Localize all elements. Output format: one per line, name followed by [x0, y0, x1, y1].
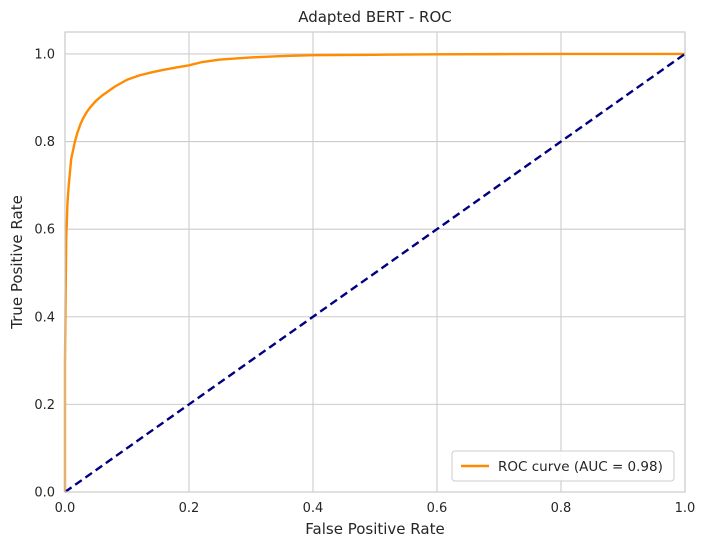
y-axis-title: True Positive Rate: [8, 195, 26, 330]
x-tick-label: 0.8: [551, 501, 572, 516]
x-tick-label: 0.4: [303, 501, 324, 516]
y-tick-label: 0.6: [34, 223, 55, 238]
y-tick-label: 0.0: [34, 486, 55, 501]
series-lines: [63, 52, 686, 493]
chance-diagonal-line: [64, 52, 686, 493]
legend: ROC curve (AUC = 0.98): [451, 450, 675, 482]
x-tick-label: 0.2: [179, 501, 200, 516]
y-tick-label: 0.4: [34, 310, 55, 325]
roc-curve-line: [63, 52, 685, 492]
legend-label: ROC curve (AUC = 0.98): [498, 459, 663, 475]
y-tick-label: 0.8: [34, 135, 55, 150]
x-tick-label: 1.0: [675, 501, 696, 516]
chart-title: Adapted BERT - ROC: [298, 8, 452, 26]
x-tick-label: 0.0: [55, 501, 76, 516]
x-axis-title: False Positive Rate: [305, 520, 444, 538]
x-tick-label: 0.6: [427, 501, 448, 516]
y-tick-label: 0.2: [34, 398, 55, 413]
tick-labels: 0.0 0.2 0.4 0.6 0.8 1.0 0.0 0.2 0.4 0.6 0.8 1.0: [34, 47, 695, 516]
legend-box: [451, 450, 675, 482]
plot-frame: [64, 31, 686, 493]
y-tick-label: 1.0: [34, 47, 55, 62]
grid-lines: [64, 32, 686, 493]
